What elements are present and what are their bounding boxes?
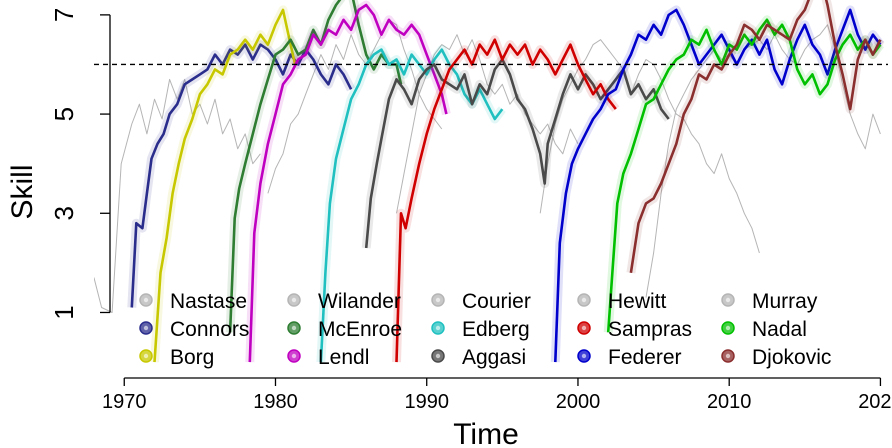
legend-marker-center [581,325,587,331]
legend-item-djokovic: Djokovic [721,346,831,369]
legend-item-murray: Murray [721,290,818,313]
legend-marker-center [581,353,587,359]
series-line-wilander [267,19,443,194]
legend-label: Borg [170,346,214,369]
series-line-murray [645,24,881,298]
legend-label: Aggasi [462,346,526,369]
legend-marker-center [725,325,731,331]
x-axis-title: Time [453,418,519,448]
legend-item-nastase: Nastase [139,290,247,313]
legend-label: Connors [170,318,249,341]
legend-marker-center [143,325,149,331]
legend-label: Sampras [608,318,692,341]
series-line-borg [153,8,297,363]
y-tick-label: 3 [49,206,79,220]
legend-item-lendl: Lendl [287,346,369,369]
legend-marker-center [143,297,149,303]
legend-item-connors: Connors [139,318,249,341]
series-line-aggasi [364,58,670,249]
series-line-federer [554,8,882,363]
legend-label: Federer [608,346,682,369]
y-tick-label: 5 [49,107,79,121]
series-line-nastase [94,78,261,313]
series-line-nadal [606,18,882,333]
legend-item-courier: Courier [431,290,531,313]
legend-marker-center [291,325,297,331]
legend-marker-center [581,297,587,303]
legend-item-borg: Borg [139,346,214,369]
legend-item-hewitt: Hewitt [577,290,667,313]
legend-item-nadal: Nadal [721,318,807,341]
series-line-sampras [395,38,617,363]
legend-label: Wilander [318,290,401,313]
legend-label: Murray [752,290,818,313]
legend-marker-center [435,353,441,359]
series-line-lendl [248,3,448,363]
legend-label: Djokovic [752,346,831,369]
legend-label: Hewitt [608,290,667,313]
x-tick-label: 1980 [253,391,298,413]
x-tick-label: 1970 [102,391,147,413]
legend-item-federer: Federer [577,346,682,369]
legend-marker-center [435,325,441,331]
legend-marker-center [291,353,297,359]
legend-marker-center [725,297,731,303]
legend-label: Nastase [170,290,247,313]
series-line-djokovic [629,0,882,273]
x-tick-label: 2000 [556,391,601,413]
legend-marker-center [725,353,731,359]
x-tick-label: 2010 [707,391,752,413]
y-tick-label: 1 [49,305,79,319]
series-line-hewitt [539,39,760,254]
legend-item-aggasi: Aggasi [431,346,526,369]
x-tick-label: 1990 [404,391,449,413]
series-line-mcenroe [228,0,403,333]
legend-marker-center [143,353,149,359]
legend-label: Edberg [462,318,530,341]
x-tick-label: 2020 [858,391,892,413]
legend-item-wilander: Wilander [287,290,401,313]
legend-marker-center [435,297,441,303]
legend-marker-center [291,297,297,303]
legend-label: Courier [462,290,531,313]
legend-label: McEnroe [318,318,402,341]
y-axis-title: Skill [6,164,39,219]
legend-item-sampras: Sampras [577,318,692,341]
legend-item-edberg: Edberg [431,318,530,341]
legend-label: Lendl [318,346,369,369]
legend-item-mcenroe: McEnroe [287,318,402,341]
legend-label: Nadal [752,318,807,341]
y-tick-label: 7 [49,8,79,22]
